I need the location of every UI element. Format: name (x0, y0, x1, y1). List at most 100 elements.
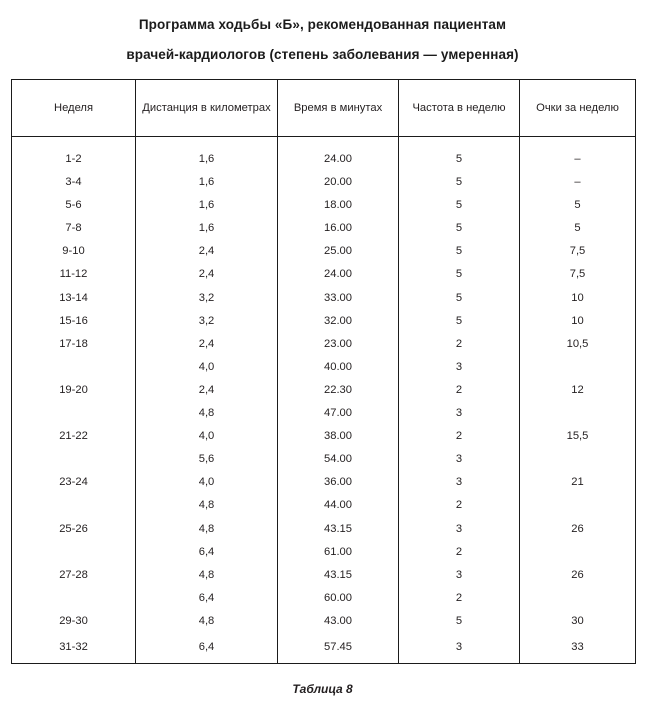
cell-frequency: 3 (398, 355, 520, 379)
cell-frequency: 3 (398, 517, 520, 541)
table-row: 25-26 4,8 43.15 3 26 (11, 517, 636, 541)
table-row: 15-16 3,2 32.00 5 10 (11, 309, 636, 333)
cell-distance: 3,2 (135, 286, 278, 310)
cell-points: 21 (519, 471, 636, 495)
cell-distance: 4,8 (135, 494, 278, 518)
cell-distance: 1,6 (135, 194, 278, 218)
cell-week (11, 586, 136, 610)
cell-frequency: 2 (398, 425, 520, 449)
cell-frequency: 5 (398, 309, 520, 333)
cell-week: 1-2 (11, 136, 136, 172)
cell-week: 29-30 (11, 609, 136, 633)
cell-week: 5-6 (11, 194, 136, 218)
cell-points: – (519, 136, 636, 172)
cell-frequency: 2 (398, 540, 520, 564)
cell-points: 10,5 (519, 332, 636, 356)
cell-frequency: 5 (398, 217, 520, 241)
cell-points (519, 448, 636, 472)
cell-distance: 6,4 (135, 540, 278, 564)
table-row: 5-6 1,6 18.00 5 5 (11, 194, 636, 218)
cell-distance: 1,6 (135, 217, 278, 241)
cell-time: 22.30 (277, 378, 399, 403)
cell-points: 30 (519, 609, 636, 633)
cell-week: 9-10 (11, 240, 136, 264)
cell-points (519, 540, 636, 564)
table-header-row: Неделя Дистанция в километрах Время в ми… (11, 79, 636, 137)
table-row: 31-32 6,4 57.45 3 33 (11, 632, 636, 664)
table-row: 4,8 47.00 3 (11, 402, 636, 426)
cell-points (519, 586, 636, 610)
table-body: 1-2 1,6 24.00 5–3-4 1,6 20.00 5–5-6 1,6 18.00 5 5 7… (11, 136, 636, 664)
cell-time: 43.15 (277, 517, 399, 541)
table-row: 11-12 2,4 24.00 5 7,5 (11, 263, 636, 287)
cell-time: 20.00 (277, 171, 399, 195)
table-caption: Таблица 8 (292, 682, 353, 696)
table-row: 4,8 44.00 2 (11, 494, 636, 518)
table-row: 5,6 54.00 3 (11, 448, 636, 472)
cell-distance: 4,8 (135, 609, 278, 633)
cell-points: 10 (519, 309, 636, 333)
cell-distance: 4,0 (135, 425, 278, 449)
table-row: 4,0 40.00 3 (11, 355, 636, 379)
cell-distance: 6,4 (135, 586, 278, 610)
cell-week (11, 355, 136, 379)
table-row: 6,4 61.00 2 (11, 540, 636, 564)
cell-frequency: 5 (398, 286, 520, 310)
cell-frequency: 5 (398, 240, 520, 264)
column-header-distance: Дистанция в километрах (135, 79, 278, 137)
cell-time: 33.00 (277, 286, 399, 310)
cell-time: 44.00 (277, 494, 399, 518)
cell-distance: 2,4 (135, 240, 278, 264)
cell-time: 47.00 (277, 402, 399, 426)
cell-week: 15-16 (11, 309, 136, 333)
cell-frequency: 2 (398, 332, 520, 356)
cell-distance: 4,8 (135, 563, 278, 587)
cell-points: 12 (519, 378, 636, 403)
cell-time: 61.00 (277, 540, 399, 564)
cell-points: 5 (519, 217, 636, 241)
cell-week: 27-28 (11, 563, 136, 587)
table-row: 7-8 1,6 16.00 5 5 (11, 217, 636, 241)
cell-points (519, 494, 636, 518)
cell-points: 7,5 (519, 240, 636, 264)
table-row: 23-24 4,0 36.00 3 21 (11, 471, 636, 495)
table-header: Неделя Дистанция в километрах Время в ми… (11, 79, 636, 137)
cell-week: 17-18 (11, 332, 136, 356)
cell-time: 54.00 (277, 448, 399, 472)
cell-time: 36.00 (277, 471, 399, 495)
cell-points: 7,5 (519, 263, 636, 287)
table-row: 29-30 4,8 43.00 5 30 (11, 609, 636, 633)
cell-distance: 5,6 (135, 448, 278, 472)
cell-points (519, 355, 636, 379)
cell-week: 13-14 (11, 286, 136, 310)
cell-time: 40.00 (277, 355, 399, 379)
cell-week: 7-8 (11, 217, 136, 241)
cell-distance: 2,4 (135, 332, 278, 356)
cell-frequency: 5 (398, 263, 520, 287)
table-row: 27-28 4,8 43.15 3 26 (11, 563, 636, 587)
cell-frequency: 3 (398, 563, 520, 587)
cell-points: 26 (519, 517, 636, 541)
cell-distance: 1,6 (135, 136, 278, 172)
cell-distance: 4,8 (135, 517, 278, 541)
document-title: Программа ходьбы «Б», рекомендованная па… (0, 0, 645, 70)
cell-time: 23.00 (277, 332, 399, 356)
cell-time: 25.00 (277, 240, 399, 264)
cell-frequency: 5 (398, 171, 520, 195)
column-header-frequency: Частота в неделю (398, 79, 520, 137)
table-row: 19-20 2,4 22.30 2 12 (11, 378, 636, 403)
cell-frequency: 2 (398, 586, 520, 610)
cell-frequency: 3 (398, 471, 520, 495)
cell-time: 60.00 (277, 586, 399, 610)
cell-week: 3-4 (11, 171, 136, 195)
cell-frequency: 3 (398, 448, 520, 472)
cell-distance: 4,0 (135, 355, 278, 379)
cell-week: 31-32 (11, 632, 136, 664)
column-header-week: Неделя (11, 79, 136, 137)
cell-frequency: 3 (398, 402, 520, 426)
cell-week (11, 494, 136, 518)
table-row: 17-18 2,4 23.00 2 10,5 (11, 332, 636, 356)
cell-week: 19-20 (11, 378, 136, 403)
cell-time: 32.00 (277, 309, 399, 333)
